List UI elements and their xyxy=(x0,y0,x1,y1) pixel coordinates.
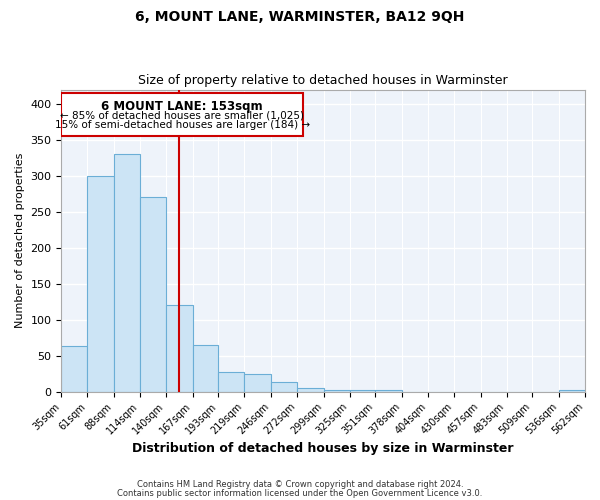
Text: 6, MOUNT LANE, WARMINSTER, BA12 9QH: 6, MOUNT LANE, WARMINSTER, BA12 9QH xyxy=(136,10,464,24)
Text: ← 85% of detached houses are smaller (1,025): ← 85% of detached houses are smaller (1,… xyxy=(60,110,304,120)
Bar xyxy=(218,372,244,392)
Text: 15% of semi-detached houses are larger (184) →: 15% of semi-detached houses are larger (… xyxy=(55,120,310,130)
X-axis label: Distribution of detached houses by size in Warminster: Distribution of detached houses by size … xyxy=(133,442,514,455)
Bar xyxy=(376,390,402,392)
Bar xyxy=(244,374,271,392)
Bar xyxy=(323,390,350,392)
Bar xyxy=(140,198,166,392)
Bar xyxy=(61,346,87,392)
Text: Contains public sector information licensed under the Open Government Licence v3: Contains public sector information licen… xyxy=(118,488,482,498)
Bar xyxy=(193,345,218,392)
Bar xyxy=(350,390,376,392)
Bar xyxy=(87,176,114,392)
Bar xyxy=(559,390,585,392)
Bar xyxy=(297,388,323,392)
Text: Contains HM Land Registry data © Crown copyright and database right 2024.: Contains HM Land Registry data © Crown c… xyxy=(137,480,463,489)
Bar xyxy=(166,306,193,392)
Y-axis label: Number of detached properties: Number of detached properties xyxy=(15,153,25,328)
Bar xyxy=(271,382,297,392)
Bar xyxy=(114,154,140,392)
FancyBboxPatch shape xyxy=(61,93,303,136)
Title: Size of property relative to detached houses in Warminster: Size of property relative to detached ho… xyxy=(139,74,508,87)
Text: 6 MOUNT LANE: 153sqm: 6 MOUNT LANE: 153sqm xyxy=(101,100,263,112)
